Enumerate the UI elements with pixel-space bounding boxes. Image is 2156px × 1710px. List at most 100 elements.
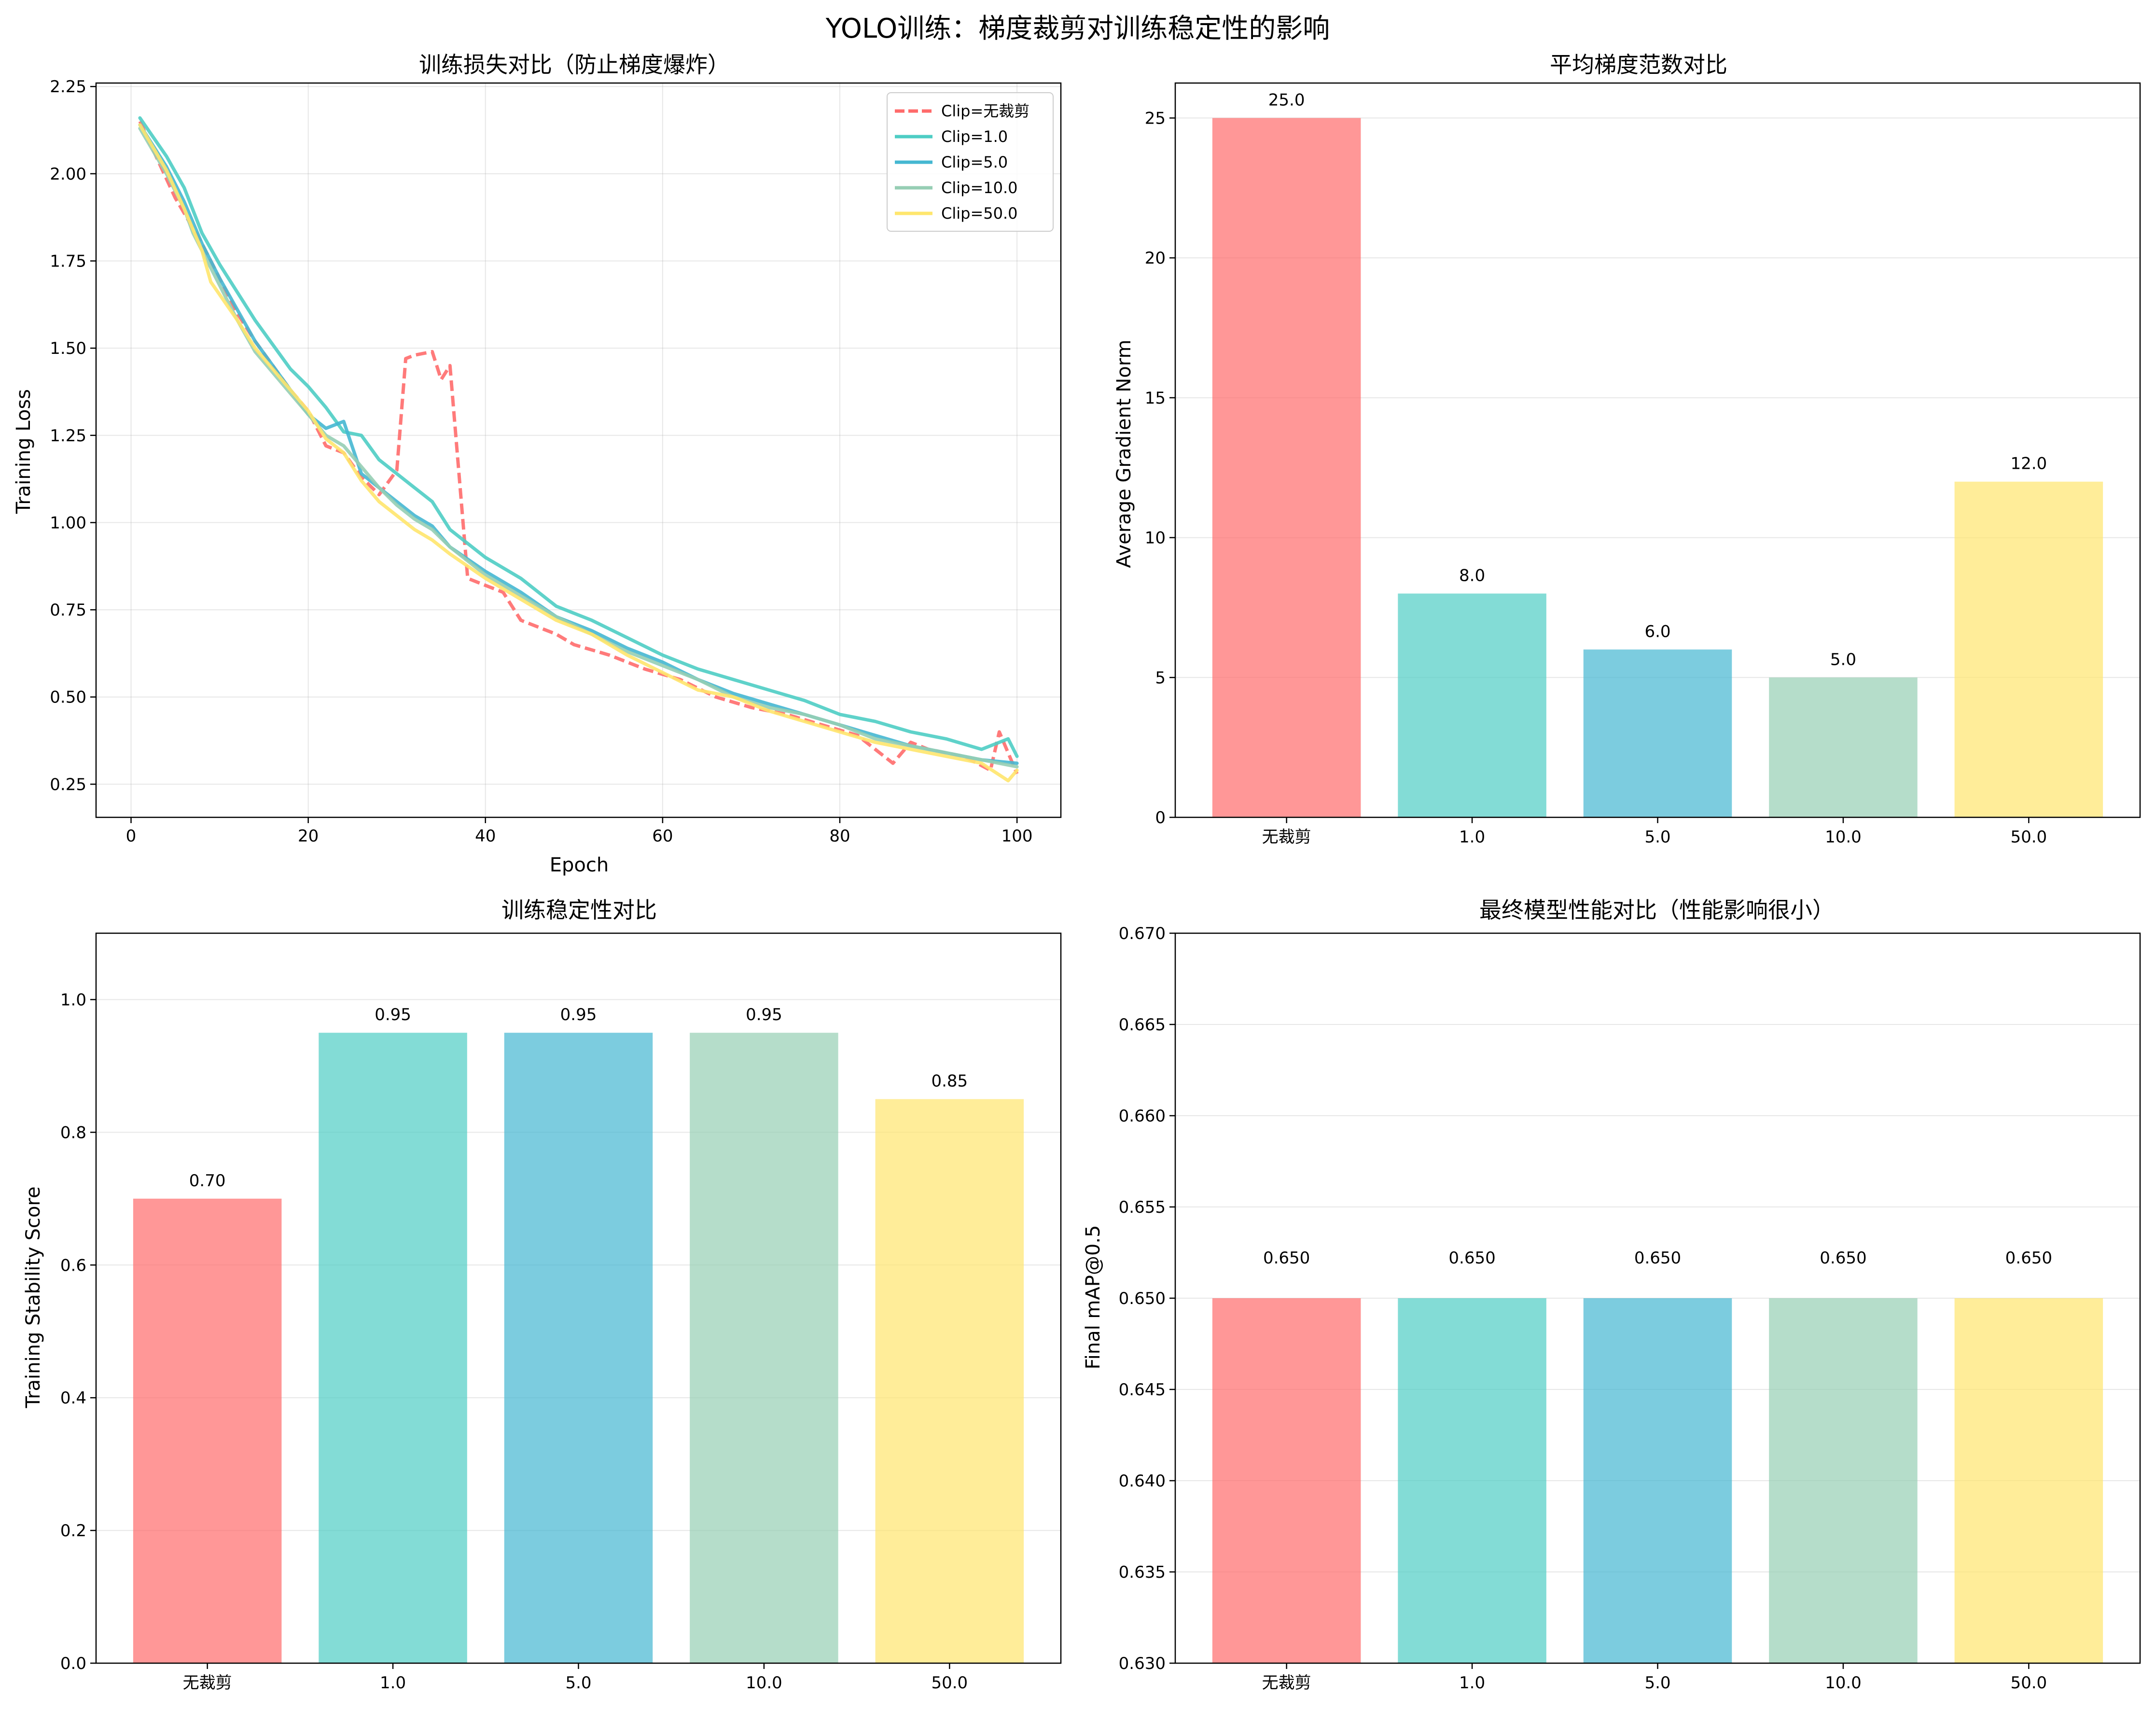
x-tick-label: 1.0: [1459, 827, 1485, 847]
x-tick-label: 0: [126, 827, 137, 846]
bar-0: [1212, 118, 1361, 817]
y-tick-label: 15: [1145, 389, 1166, 408]
bar-value-label: 25.0: [1268, 90, 1305, 110]
loss-chart-ylabel: Training Loss: [13, 389, 35, 514]
gradient-chart-ylabel: Average Gradient Norm: [1113, 340, 1135, 568]
x-tick-label: 50.0: [2010, 827, 2047, 847]
bar-2: [504, 1033, 653, 1663]
stability-bar-chart: 训练稳定性对比 Training Stability Score 0.70 0.9…: [22, 897, 1062, 1693]
x-tick-label: 100: [1001, 827, 1033, 846]
y-tick-label: 25: [1145, 109, 1166, 128]
figure-title: YOLO训练：梯度裁剪对训练稳定性的影响: [825, 13, 1330, 44]
bar-value-label: 0.95: [560, 1005, 597, 1024]
x-tick-label: 5.0: [1644, 827, 1670, 847]
y-tick-label: 0.75: [50, 601, 86, 620]
y-tick-label: 2.25: [50, 77, 86, 97]
x-tick-label: 20: [298, 827, 319, 846]
bar-value-label: 0.95: [375, 1005, 411, 1024]
bar-value-label: 0.70: [189, 1171, 226, 1191]
y-tick-label: 0.635: [1119, 1563, 1166, 1582]
legend-label: Clip=5.0: [941, 153, 1008, 171]
y-tick-label: 1.75: [50, 252, 86, 271]
loss-chart-title: 训练损失对比（防止梯度爆炸）: [419, 52, 730, 78]
x-tick-label: 10.0: [1825, 1673, 1862, 1693]
bar-value-label: 0.650: [2005, 1248, 2052, 1268]
bar-value-label: 6.0: [1644, 622, 1670, 641]
bar-value-label: 12.0: [2010, 454, 2047, 474]
map-chart-title: 最终模型性能对比（性能影响很小）: [1479, 897, 1835, 923]
series-line-3: [138, 126, 1019, 769]
legend-label: Clip=10.0: [941, 179, 1018, 197]
y-tick-label: 0.660: [1119, 1107, 1166, 1126]
bar-0: [1212, 1298, 1361, 1663]
x-tick-label: 5.0: [565, 1673, 591, 1693]
bar-value-label: 0.650: [1263, 1248, 1310, 1268]
bar-3: [1769, 677, 1918, 817]
stability-chart-frame: [95, 932, 1062, 1664]
map-chart-ylabel: Final mAP@0.5: [1082, 1225, 1104, 1370]
legend-label: Clip=50.0: [941, 204, 1018, 223]
y-tick-label: 0.25: [50, 775, 86, 794]
bar-3: [690, 1033, 838, 1663]
series-line-2: [138, 123, 1019, 765]
y-tick-label: 1.50: [50, 339, 86, 358]
y-tick-label: 1.00: [50, 513, 86, 533]
y-tick-label: 0.0: [60, 1654, 86, 1673]
loss-chart-legend: Clip=无裁剪 Clip=1.0 Clip=5.0 Clip=10.0 Clip=50…: [887, 92, 1054, 232]
y-tick-label: 0.655: [1119, 1198, 1166, 1217]
bar-value-label: 5.0: [1830, 650, 1856, 669]
y-tick-label: 0.665: [1119, 1015, 1166, 1035]
x-tick-label: 10.0: [1825, 827, 1862, 847]
bar-0: [133, 1198, 282, 1663]
y-tick-label: 0.4: [60, 1388, 86, 1408]
x-tick-label: 60: [652, 827, 673, 846]
y-tick-label: 0.6: [60, 1256, 86, 1275]
y-tick-label: 1.0: [60, 990, 86, 1009]
bar-1: [1398, 593, 1546, 817]
bar-value-label: 0.650: [1634, 1248, 1681, 1268]
bar-1: [319, 1033, 467, 1663]
x-tick-label: 5.0: [1644, 1673, 1670, 1693]
y-tick-label: 20: [1145, 249, 1166, 268]
y-tick-label: 0.650: [1119, 1289, 1166, 1308]
y-tick-label: 0.645: [1119, 1380, 1166, 1400]
legend-box: [887, 92, 1054, 232]
gradient-norm-bar-chart: 平均梯度范数对比 Average Gradient Norm 25.0 8.0 6.…: [1113, 52, 2141, 847]
x-tick-label: 10.0: [746, 1673, 782, 1693]
stability-chart-ylabel: Training Stability Score: [22, 1187, 44, 1409]
bar-4: [1954, 1298, 2103, 1663]
y-tick-label: 0: [1155, 808, 1166, 827]
y-tick-label: 0.630: [1119, 1654, 1166, 1673]
final-map-bar-chart: 最终模型性能对比（性能影响很小） Final mAP@0.5 0.650 0.65…: [1082, 897, 2141, 1693]
y-tick-label: 1.25: [50, 426, 86, 446]
x-tick-label: 1.0: [1459, 1673, 1485, 1693]
loss-chart-xlabel: Epoch: [550, 854, 609, 876]
bar-value-label: 0.650: [1820, 1248, 1866, 1268]
x-tick-label: 1.0: [380, 1673, 406, 1693]
gradient-chart-title: 平均梯度范数对比: [1550, 52, 1727, 78]
stability-chart-title: 训练稳定性对比: [501, 897, 657, 923]
series-line-4: [138, 123, 1019, 783]
bar-2: [1583, 649, 1732, 817]
y-tick-label: 0.50: [50, 688, 86, 707]
y-tick-label: 0.640: [1119, 1472, 1166, 1491]
x-tick-label: 80: [829, 827, 850, 846]
y-tick-label: 0.8: [60, 1123, 86, 1142]
y-tick-label: 0.2: [60, 1521, 86, 1541]
y-tick-label: 0.670: [1119, 924, 1166, 943]
bar-value-label: 0.85: [931, 1072, 968, 1091]
legend-label: Clip=1.0: [941, 127, 1008, 146]
x-tick-label: 50.0: [2010, 1673, 2047, 1693]
y-tick-label: 2.00: [50, 165, 86, 184]
x-tick-label: 无裁剪: [1262, 1673, 1311, 1693]
series-line-0: [138, 121, 1019, 775]
x-tick-label: 无裁剪: [183, 1673, 232, 1693]
bar-value-label: 8.0: [1459, 566, 1485, 585]
gradient-chart-frame: [1174, 82, 2141, 818]
bar-1: [1398, 1298, 1546, 1663]
bar-3: [1769, 1298, 1918, 1663]
bar-value-label: 0.650: [1448, 1248, 1495, 1268]
bar-value-label: 0.95: [746, 1005, 782, 1024]
y-tick-label: 5: [1155, 668, 1166, 687]
